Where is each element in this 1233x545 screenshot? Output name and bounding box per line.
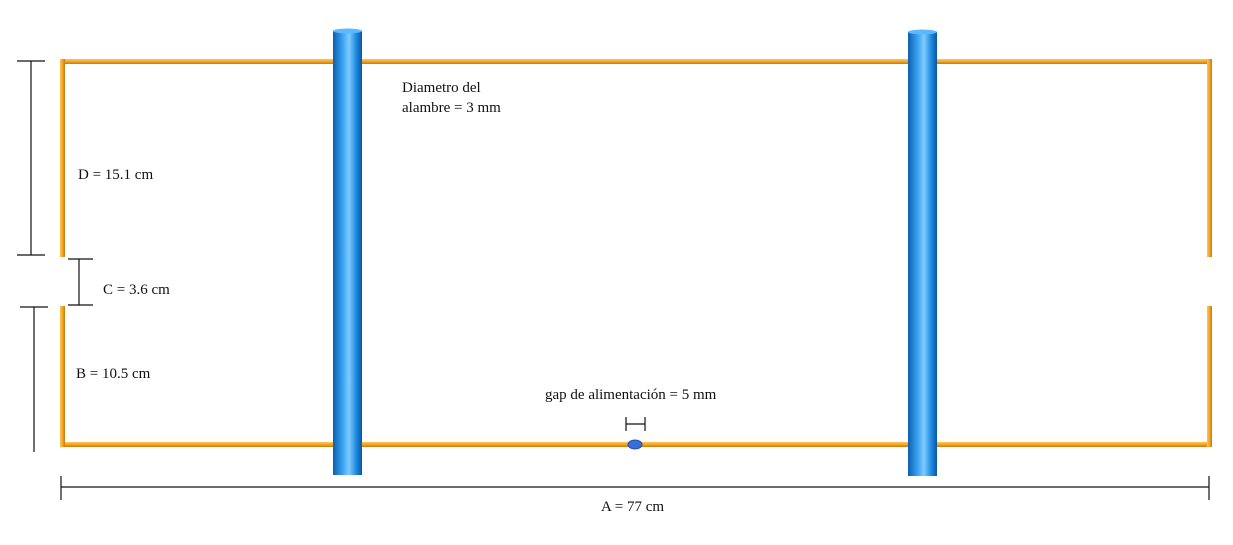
dimension-a bbox=[60, 476, 1210, 500]
dimension-d bbox=[17, 60, 45, 256]
feed-point bbox=[627, 439, 643, 450]
support-tube-left bbox=[333, 28, 362, 475]
label-dim-c: C = 3.6 cm bbox=[103, 282, 170, 298]
dimension-gap bbox=[625, 417, 646, 431]
label-dim-d: D = 15.1 cm bbox=[78, 167, 153, 183]
wire-top bbox=[61, 59, 1211, 64]
label-dim-a: A = 77 cm bbox=[601, 499, 664, 515]
support-tube-right bbox=[908, 29, 937, 476]
wire-left-lower bbox=[60, 306, 65, 447]
dimension-b bbox=[20, 306, 48, 452]
label-wire-diameter-1: Diametro del bbox=[402, 80, 481, 96]
dimension-c bbox=[68, 258, 93, 306]
wire-left-upper bbox=[60, 59, 65, 257]
wire-right-lower bbox=[1207, 306, 1212, 447]
label-wire-diameter-2: alambre = 3 mm bbox=[402, 100, 501, 116]
label-dim-b: B = 10.5 cm bbox=[76, 366, 151, 382]
wire-right-upper bbox=[1207, 59, 1212, 257]
label-feed-gap: gap de alimentación = 5 mm bbox=[545, 387, 717, 403]
